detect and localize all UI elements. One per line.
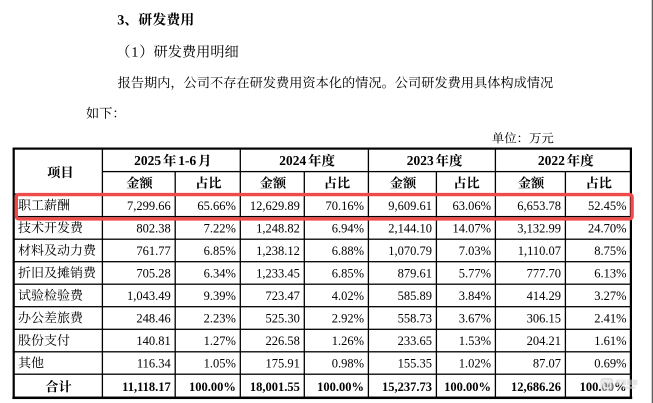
svg-text:3.27%: 3.27% bbox=[594, 289, 626, 303]
svg-text:87.07: 87.07 bbox=[533, 357, 561, 371]
svg-text:12,629.89: 12,629.89 bbox=[250, 199, 300, 213]
svg-text:233.65: 233.65 bbox=[398, 334, 432, 348]
svg-text:705.28: 705.28 bbox=[136, 267, 170, 281]
svg-text:65.66%: 65.66% bbox=[197, 199, 236, 213]
svg-text:723.47: 723.47 bbox=[266, 289, 300, 303]
svg-text:585.89: 585.89 bbox=[398, 289, 432, 303]
svg-text:2,144.10: 2,144.10 bbox=[388, 222, 432, 236]
svg-text:2.23%: 2.23% bbox=[204, 312, 236, 326]
svg-text:12,686.26: 12,686.26 bbox=[511, 380, 561, 394]
svg-text:1,238.12: 1,238.12 bbox=[256, 244, 300, 258]
svg-text:558.73: 558.73 bbox=[398, 312, 432, 326]
svg-text:0.98%: 0.98% bbox=[332, 357, 364, 371]
svg-text:6.13%: 6.13% bbox=[594, 267, 626, 281]
svg-text:100.00%: 100.00% bbox=[444, 380, 491, 394]
svg-text:3.67%: 3.67% bbox=[459, 312, 491, 326]
svg-text:9,609.61: 9,609.61 bbox=[388, 199, 432, 213]
svg-text:248.46: 248.46 bbox=[136, 312, 170, 326]
svg-text:1,110.07: 1,110.07 bbox=[518, 244, 561, 258]
svg-text:204.21: 204.21 bbox=[527, 334, 561, 348]
svg-text:1,043.49: 1,043.49 bbox=[127, 289, 171, 303]
svg-text:6.85%: 6.85% bbox=[204, 244, 236, 258]
svg-text:3,132.99: 3,132.99 bbox=[517, 222, 561, 236]
svg-text:175.91: 175.91 bbox=[266, 357, 300, 371]
svg-text:155.35: 155.35 bbox=[398, 357, 432, 371]
svg-text:1.05%: 1.05% bbox=[204, 357, 236, 371]
svg-text:7.03%: 7.03% bbox=[459, 244, 491, 258]
svg-text:1.02%: 1.02% bbox=[459, 357, 491, 371]
svg-text:70.16%: 70.16% bbox=[325, 199, 364, 213]
svg-text:525.30: 525.30 bbox=[266, 312, 300, 326]
svg-text:1,070.79: 1,070.79 bbox=[388, 244, 432, 258]
svg-text:1.53%: 1.53% bbox=[459, 334, 491, 348]
svg-text:5.77%: 5.77% bbox=[459, 267, 491, 281]
svg-text:11,118.17: 11,118.17 bbox=[122, 380, 171, 394]
svg-text:18,001.55: 18,001.55 bbox=[250, 380, 300, 394]
svg-text:24.70%: 24.70% bbox=[588, 222, 627, 236]
svg-text:6.85%: 6.85% bbox=[332, 267, 364, 281]
svg-text:1.61%: 1.61% bbox=[594, 334, 626, 348]
svg-text:414.29: 414.29 bbox=[527, 289, 561, 303]
svg-text:8.75%: 8.75% bbox=[594, 244, 626, 258]
svg-text:1,248.82: 1,248.82 bbox=[256, 222, 300, 236]
svg-text:3.84%: 3.84% bbox=[459, 289, 491, 303]
svg-text:7,299.66: 7,299.66 bbox=[127, 199, 171, 213]
svg-text:52.45%: 52.45% bbox=[588, 199, 627, 213]
svg-text:7.22%: 7.22% bbox=[204, 222, 236, 236]
svg-text:1.27%: 1.27% bbox=[204, 334, 236, 348]
svg-text:6.34%: 6.34% bbox=[204, 267, 236, 281]
svg-text:15,237.73: 15,237.73 bbox=[382, 380, 432, 394]
svg-text:1.26%: 1.26% bbox=[332, 334, 364, 348]
svg-text:100.00%: 100.00% bbox=[189, 380, 236, 394]
svg-text:116.34: 116.34 bbox=[137, 357, 172, 371]
svg-text:6,653.78: 6,653.78 bbox=[517, 199, 561, 213]
svg-text:6.94%: 6.94% bbox=[332, 222, 364, 236]
svg-text:6.88%: 6.88% bbox=[332, 244, 364, 258]
svg-text:9.39%: 9.39% bbox=[204, 289, 236, 303]
svg-text:879.61: 879.61 bbox=[398, 267, 432, 281]
svg-text:777.70: 777.70 bbox=[527, 267, 561, 281]
svg-text:2.41%: 2.41% bbox=[594, 312, 626, 326]
svg-text:306.15: 306.15 bbox=[527, 312, 561, 326]
svg-text:1,233.45: 1,233.45 bbox=[256, 267, 300, 281]
svg-text:0.69%: 0.69% bbox=[594, 357, 626, 371]
svg-text:2.92%: 2.92% bbox=[332, 312, 364, 326]
svg-text:4.02%: 4.02% bbox=[332, 289, 364, 303]
svg-text:802.38: 802.38 bbox=[136, 222, 170, 236]
svg-text:761.77: 761.77 bbox=[136, 244, 170, 258]
svg-text:100.00%: 100.00% bbox=[317, 380, 364, 394]
svg-text:140.81: 140.81 bbox=[136, 334, 170, 348]
svg-text:226.58: 226.58 bbox=[266, 334, 300, 348]
svg-text:63.06%: 63.06% bbox=[452, 199, 491, 213]
svg-text:14.07%: 14.07% bbox=[452, 222, 491, 236]
